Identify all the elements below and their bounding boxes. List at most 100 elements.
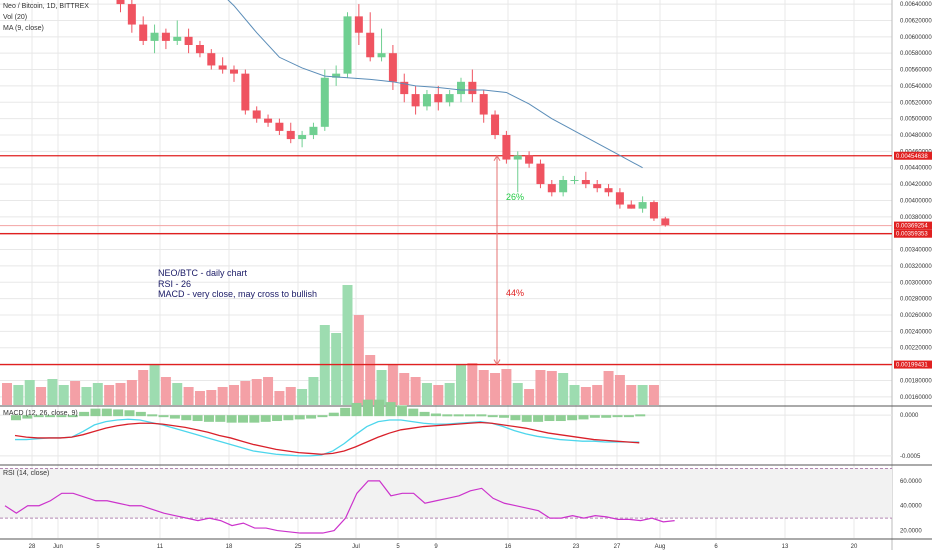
candle-body xyxy=(230,69,238,74)
macd-histogram-bar xyxy=(623,415,634,418)
price-tick-label: 0.00580000 xyxy=(900,51,932,57)
date-tick-label: 13 xyxy=(782,544,789,550)
level-badge xyxy=(894,229,932,238)
ma-line xyxy=(227,0,643,169)
macd-histogram-bar xyxy=(11,415,21,421)
date-tick-label: Jun xyxy=(53,544,63,550)
volume-bar xyxy=(274,391,285,405)
rsi-title: RSI (14, close) xyxy=(3,470,50,477)
date-tick-label: 11 xyxy=(157,544,164,550)
macd-histogram-bar xyxy=(135,411,146,417)
date-tick-label: Aug xyxy=(655,544,666,550)
candle-body xyxy=(570,180,579,181)
macd-histogram-bar xyxy=(113,409,124,417)
macd-histogram-bar xyxy=(408,408,419,417)
macd-histogram-bar xyxy=(238,415,248,423)
candle-body xyxy=(343,16,352,74)
volume-bar xyxy=(194,391,205,405)
macd-histogram-bar xyxy=(385,402,396,417)
candle-body xyxy=(638,202,647,209)
price-tick-label: 0.00180000 xyxy=(900,378,932,384)
macd-histogram-bar xyxy=(249,415,260,423)
price-tick-label: 0.00240000 xyxy=(900,329,932,335)
macd-histogram-bar xyxy=(396,405,407,417)
volume-bar xyxy=(421,383,432,405)
volume-bar xyxy=(569,385,580,405)
macd-histogram-bar xyxy=(465,414,475,417)
candle-body xyxy=(479,94,488,115)
macd-histogram-bar xyxy=(442,414,453,417)
level-label: 0.00199431 xyxy=(896,363,928,369)
candle-body xyxy=(491,114,500,135)
volume-bar xyxy=(149,365,160,405)
candle-body xyxy=(320,77,329,127)
volume-bar xyxy=(456,365,466,405)
date-tick-label: 6 xyxy=(714,544,718,550)
candle-body xyxy=(422,94,431,107)
candle-body xyxy=(604,188,613,193)
candle-body xyxy=(581,180,590,185)
candle-body xyxy=(195,45,204,54)
volume-bar xyxy=(558,373,569,405)
macd-histogram-bar xyxy=(283,415,294,421)
volume-bar xyxy=(70,381,81,405)
rsi-band xyxy=(0,468,892,519)
volume-bar xyxy=(592,385,603,405)
candle-body xyxy=(649,202,658,219)
level-badge xyxy=(894,151,932,160)
level-label: 0.00359353 xyxy=(896,232,928,238)
candle-body xyxy=(513,155,522,160)
volume-bar xyxy=(2,383,12,405)
signal-line xyxy=(14,421,640,455)
macd-histogram-bar xyxy=(533,415,544,422)
macd-histogram-bar xyxy=(124,410,135,417)
date-tick-label: 23 xyxy=(573,544,580,550)
macd-histogram-bar xyxy=(101,408,112,417)
volume-bar xyxy=(512,383,523,405)
candle-body xyxy=(207,53,216,66)
macd-tick-label: 0.0000 xyxy=(900,413,919,419)
candle-body xyxy=(536,163,545,185)
macd-histogram-bar xyxy=(203,415,214,422)
volume-bar xyxy=(217,387,228,405)
macd-histogram-bar xyxy=(612,415,623,418)
volume-bar xyxy=(47,379,58,405)
volume-bar xyxy=(331,333,342,405)
candle-body xyxy=(400,81,409,95)
macd-histogram-bar xyxy=(147,414,158,417)
volume-bar xyxy=(240,381,251,405)
candle-body xyxy=(218,65,227,70)
candle-body xyxy=(661,218,670,225)
candle-body xyxy=(445,94,454,103)
macd-histogram-bar xyxy=(56,415,67,418)
macd-histogram-bar xyxy=(226,415,237,423)
volume-bar xyxy=(24,380,35,405)
volume-bar xyxy=(342,285,353,405)
price-tick-label: 0.00440000 xyxy=(900,166,932,172)
header-vol: Vol (20) xyxy=(3,14,28,21)
price-tick-label: 0.00300000 xyxy=(900,280,932,286)
rsi-line xyxy=(4,480,675,534)
volume-bar xyxy=(626,385,637,405)
macd-histogram-bar xyxy=(499,415,510,418)
candle-body xyxy=(264,118,273,123)
date-tick-label: 28 xyxy=(29,544,36,550)
macd-histogram-bar xyxy=(79,411,90,417)
macd-histogram-bar xyxy=(589,415,600,418)
candle-body xyxy=(502,135,511,160)
volume-bar xyxy=(229,385,239,405)
volume-bar xyxy=(263,377,274,405)
volume-bar xyxy=(251,379,262,405)
date-tick-label: 9 xyxy=(434,544,438,550)
macd-histogram-bar xyxy=(90,408,101,417)
candle-body xyxy=(184,36,193,45)
price-tick-label: 0.00280000 xyxy=(900,297,932,303)
macd-histogram-bar xyxy=(215,415,226,422)
candle-body xyxy=(525,155,534,164)
candle-body xyxy=(377,53,386,58)
price-tick-label: 0.00560000 xyxy=(900,68,932,74)
volume-bar xyxy=(433,385,444,405)
